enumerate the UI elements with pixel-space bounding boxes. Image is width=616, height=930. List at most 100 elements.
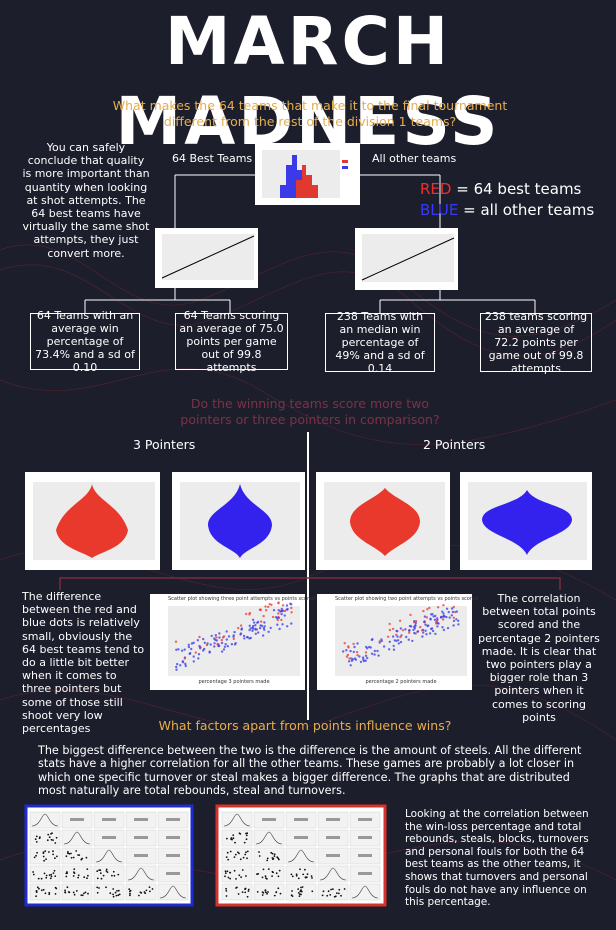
- decor: [265, 877, 267, 879]
- decor: [52, 839, 54, 841]
- decor: [380, 639, 383, 643]
- decor: [253, 847, 285, 865]
- decor: [445, 607, 449, 610]
- decor: [32, 873, 35, 876]
- decor: [253, 621, 256, 624]
- decor: [294, 836, 308, 839]
- decor: [243, 637, 246, 640]
- decor: [73, 868, 76, 870]
- decor: [388, 640, 391, 643]
- decor: [420, 629, 424, 632]
- decor: [96, 870, 99, 873]
- decor: [203, 647, 206, 651]
- decor: [234, 841, 236, 844]
- left-text: The difference between the red and blue …: [22, 590, 145, 735]
- decor: [336, 892, 338, 894]
- decor: [242, 634, 246, 638]
- decor: [232, 637, 235, 641]
- decor: [192, 641, 195, 644]
- decor: [298, 895, 301, 897]
- decor: [442, 618, 445, 621]
- decor: [68, 852, 71, 855]
- legend-entry: RED = 64 best teams: [420, 180, 581, 198]
- decor: [258, 626, 262, 630]
- decor: [43, 872, 46, 875]
- decor: [413, 625, 416, 629]
- decor: [48, 851, 50, 853]
- decor: [271, 857, 274, 859]
- decor: [84, 891, 87, 894]
- decor: [233, 856, 236, 858]
- decor: [52, 853, 54, 856]
- decor: [55, 887, 58, 890]
- decor: [340, 894, 342, 897]
- decor: [77, 876, 79, 879]
- violin-plots: [25, 472, 592, 570]
- decor: [244, 891, 247, 894]
- decor: [166, 818, 180, 821]
- decor: [118, 893, 121, 896]
- decor: [45, 874, 48, 877]
- decor: [225, 890, 228, 892]
- decor: [217, 644, 220, 648]
- decor: [78, 854, 81, 856]
- decor: [349, 649, 352, 653]
- decor: [294, 818, 308, 821]
- decor: [241, 891, 244, 893]
- decor: [96, 886, 99, 889]
- histogram-thumbnail: [255, 143, 360, 205]
- decor: [35, 854, 37, 857]
- decor: [434, 632, 437, 636]
- decor: [392, 644, 395, 648]
- decor: [399, 635, 402, 639]
- decor: [222, 648, 226, 651]
- decor: [321, 894, 324, 897]
- decor: [53, 869, 56, 872]
- decor: [31, 813, 59, 827]
- decor: [280, 607, 283, 611]
- decor: [422, 631, 425, 634]
- decor: [277, 602, 280, 605]
- decor: [194, 651, 197, 654]
- decor: [245, 832, 247, 835]
- decor: [442, 628, 446, 632]
- decor: [46, 839, 49, 842]
- decor: [442, 612, 445, 615]
- decor: [117, 889, 120, 892]
- decor: [290, 611, 293, 614]
- decor: [127, 867, 155, 881]
- decor: [36, 886, 39, 889]
- decor: [392, 648, 396, 651]
- decor: [251, 629, 254, 633]
- decor: [416, 630, 419, 633]
- decor: [291, 895, 294, 897]
- decor: [426, 608, 429, 611]
- decor: [366, 656, 369, 660]
- decor: [271, 875, 273, 877]
- decor: [253, 865, 285, 883]
- decor: [365, 647, 369, 650]
- decor: [105, 870, 108, 872]
- decor: [257, 631, 260, 634]
- decor: [251, 618, 255, 621]
- decor: [350, 657, 353, 660]
- decor: [61, 847, 93, 865]
- decor: [40, 889, 43, 892]
- decor: [397, 639, 400, 642]
- decor: [66, 886, 69, 889]
- legend-key: BLUE: [420, 201, 459, 219]
- decor: [239, 633, 242, 636]
- decor: [54, 857, 56, 860]
- decor: [427, 624, 430, 627]
- decor: [253, 829, 285, 847]
- decor: [279, 610, 282, 613]
- decor: [134, 818, 148, 821]
- decor: [452, 624, 455, 627]
- group-label: All other teams: [372, 152, 457, 165]
- decor: [176, 662, 179, 666]
- decor: [187, 645, 191, 649]
- decor: [257, 872, 260, 875]
- decor: [175, 648, 178, 651]
- decor: [297, 888, 300, 890]
- decor: [149, 890, 151, 893]
